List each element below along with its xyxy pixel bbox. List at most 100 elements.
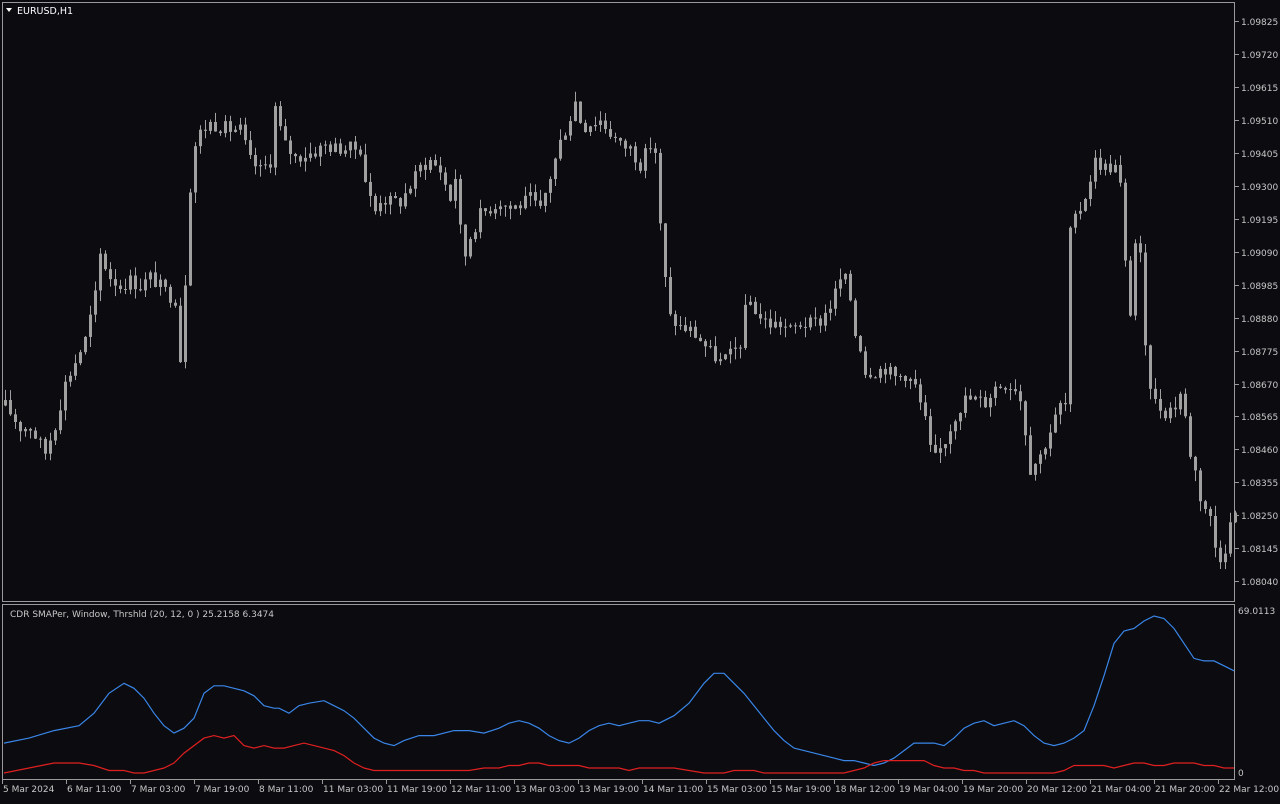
candle-body bbox=[69, 375, 72, 382]
candle-body bbox=[1209, 508, 1212, 516]
candle-body bbox=[569, 121, 572, 136]
candle-body bbox=[104, 253, 107, 270]
candle-body bbox=[414, 171, 417, 189]
candle-body bbox=[124, 289, 127, 291]
time-tick-label: 18 Mar 12:00 bbox=[835, 785, 895, 795]
symbol-label[interactable]: EURUSD,H1 bbox=[17, 6, 73, 17]
candle-body bbox=[674, 314, 677, 326]
candle-body bbox=[219, 131, 222, 134]
candle-body bbox=[149, 272, 152, 280]
candle-body bbox=[1139, 243, 1142, 253]
candle-body bbox=[539, 200, 542, 206]
candle-body bbox=[844, 273, 847, 280]
time-tick-label: 14 Mar 11:00 bbox=[643, 785, 703, 795]
indicator-lines bbox=[3, 615, 1235, 774]
candle-body bbox=[184, 285, 187, 363]
candle-body bbox=[1144, 252, 1147, 346]
candle-body bbox=[469, 239, 472, 257]
candle-body bbox=[519, 205, 522, 209]
indicator-label: CDR SMAPer, Window, Thrshld (20, 12, 0 )… bbox=[10, 610, 274, 620]
candle-body bbox=[189, 192, 192, 286]
indicator-pane-frame bbox=[2, 604, 1235, 780]
candle-body bbox=[944, 444, 947, 449]
candle-body bbox=[649, 148, 652, 150]
time-tick-label: 21 Mar 04:00 bbox=[1091, 785, 1151, 795]
candle-body bbox=[704, 341, 707, 347]
candle-body bbox=[1099, 157, 1102, 170]
candle-body bbox=[399, 198, 402, 207]
candle-body bbox=[814, 317, 817, 319]
price-axis: 1.09825 1.09720 1.09615 1.09510 1.09405 1.093… bbox=[1235, 18, 1278, 588]
candle-body bbox=[529, 192, 532, 196]
price-tick-label: 1.08460 bbox=[1241, 446, 1278, 456]
candle-body bbox=[464, 224, 467, 257]
candle-body bbox=[709, 346, 712, 348]
candle-body bbox=[24, 428, 27, 432]
candle-body bbox=[594, 124, 597, 127]
candle-body bbox=[954, 421, 957, 432]
candle-body bbox=[144, 279, 147, 291]
candle-body bbox=[1234, 512, 1237, 523]
candle-body bbox=[1009, 389, 1012, 391]
candle-body bbox=[1054, 414, 1057, 433]
candle-body bbox=[294, 153, 297, 157]
candle-body bbox=[324, 144, 327, 146]
candle-body bbox=[724, 354, 727, 360]
candle-body bbox=[874, 377, 877, 379]
candle-body bbox=[4, 400, 7, 406]
candle-body bbox=[824, 312, 827, 326]
candle-body bbox=[64, 381, 67, 411]
candle-body bbox=[609, 129, 612, 137]
candle-body bbox=[589, 126, 592, 133]
candle-body bbox=[439, 165, 442, 173]
main-pane-frame bbox=[2, 2, 1235, 602]
candle-body bbox=[1164, 410, 1167, 419]
candle-body bbox=[204, 129, 207, 131]
candle-body bbox=[429, 160, 432, 170]
candle-body bbox=[364, 154, 367, 182]
candle-body bbox=[829, 308, 832, 313]
time-tick-label: 7 Mar 03:00 bbox=[131, 785, 186, 795]
candle-body bbox=[1179, 393, 1182, 410]
candle-body bbox=[9, 400, 12, 415]
candle-body bbox=[584, 122, 587, 133]
time-tick-label: 13 Mar 19:00 bbox=[579, 785, 639, 795]
candle-body bbox=[1159, 398, 1162, 411]
candle-body bbox=[394, 196, 397, 199]
candle-body bbox=[379, 202, 382, 212]
candle-body bbox=[564, 135, 567, 140]
candle-body bbox=[239, 124, 242, 130]
candle-body bbox=[1074, 213, 1077, 228]
candle-body bbox=[949, 431, 952, 445]
candle-body bbox=[789, 325, 792, 327]
candle-body bbox=[289, 140, 292, 154]
candle-body bbox=[1039, 454, 1042, 464]
candle-body bbox=[619, 137, 622, 141]
candle-body bbox=[344, 150, 347, 154]
price-tick-label: 1.08565 bbox=[1241, 413, 1278, 423]
dropdown-triangle-icon[interactable] bbox=[6, 8, 12, 12]
candle-body bbox=[899, 375, 902, 377]
candle-body bbox=[554, 158, 557, 180]
candlestick-series bbox=[4, 91, 1237, 570]
candle-body bbox=[759, 314, 762, 319]
candle-body bbox=[514, 205, 517, 209]
candle-body bbox=[1069, 227, 1072, 405]
candle-body bbox=[14, 414, 17, 423]
candle-body bbox=[424, 164, 427, 170]
candle-body bbox=[909, 378, 912, 381]
candle-body bbox=[319, 145, 322, 157]
candle-body bbox=[614, 136, 617, 138]
indicator-scale-top: 69.0113 bbox=[1238, 607, 1275, 617]
candle-body bbox=[804, 326, 807, 328]
candle-body bbox=[1224, 553, 1227, 563]
candle-body bbox=[199, 129, 202, 147]
candle-body bbox=[684, 325, 687, 332]
candle-body bbox=[164, 279, 167, 287]
candle-body bbox=[549, 179, 552, 193]
candle-body bbox=[1154, 388, 1157, 399]
candle-body bbox=[254, 154, 257, 167]
candle-body bbox=[939, 448, 942, 453]
candle-body bbox=[994, 386, 997, 398]
